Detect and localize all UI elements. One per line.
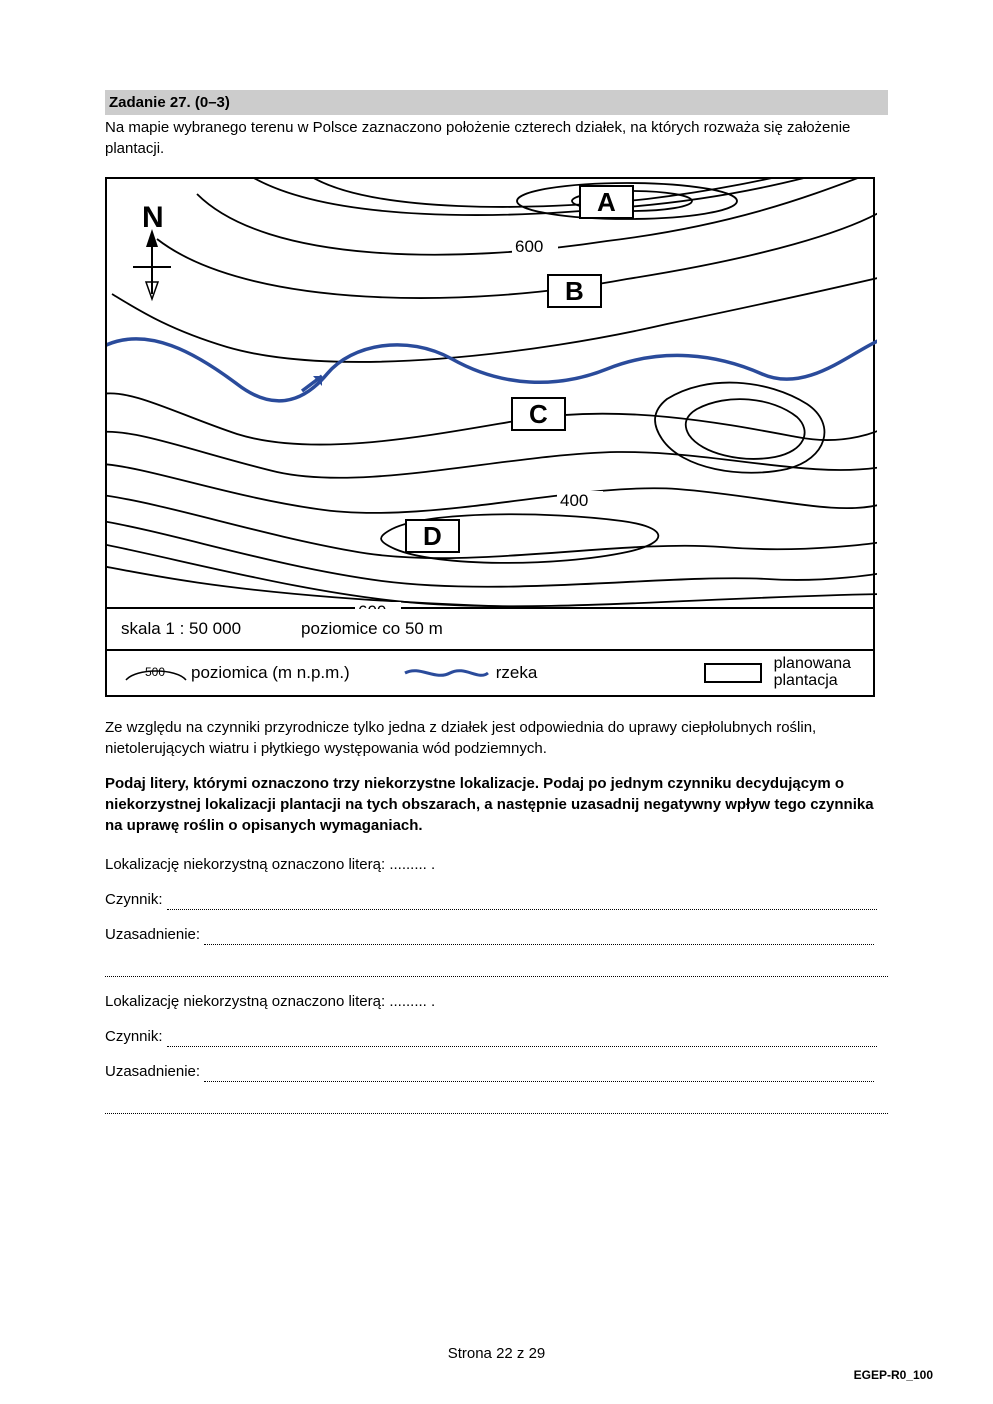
explanation-text: Ze względu na czynniki przyrodnicze tylk…: [105, 717, 888, 759]
document-id: EGEP-R0_100: [854, 1367, 933, 1384]
contour-value-600-bottom: 600: [358, 602, 386, 609]
page-footer: Strona 22 z 29: [0, 1343, 993, 1364]
river-icon: [400, 663, 490, 683]
legend-row-2: 500 poziomica (m n.p.m.) rzeka planowana…: [107, 651, 873, 695]
factor-line-2: Czynnik:: [105, 1026, 888, 1047]
justification-label-1: Uzasadnienie:: [105, 926, 204, 943]
map-container: N 600 400 600 A B C D skala 1 : 50 000 p…: [105, 177, 875, 697]
plantation-icon: [702, 658, 766, 688]
plot-b: B: [547, 274, 602, 308]
continuation-line-2: [105, 1096, 888, 1114]
task-header: Zadanie 27. (0–3): [105, 90, 888, 115]
instruction-text: Podaj litery, którymi oznaczono trzy nie…: [105, 773, 888, 836]
scale-label: skala 1 : 50 000: [121, 617, 241, 641]
legend-contour: 500 poziomica (m n.p.m.): [121, 660, 350, 686]
justification-line-2: Uzasadnienie:: [105, 1061, 888, 1082]
contour-legend-text: poziomica (m n.p.m.): [191, 661, 350, 685]
plot-a: A: [579, 185, 634, 219]
location-line-2: Lokalizację niekorzystną oznaczono liter…: [105, 991, 888, 1012]
plot-c: C: [511, 397, 566, 431]
topographic-map: N 600 400 600 A B C D: [107, 179, 873, 609]
continuation-line-1: [105, 959, 888, 977]
svg-text:500: 500: [145, 665, 165, 679]
location-line-1: Lokalizację niekorzystną oznaczono liter…: [105, 854, 888, 875]
plantation-legend-text-1: planowana: [774, 656, 851, 673]
contour-value-400: 400: [560, 491, 588, 510]
contour-interval-label: poziomice co 50 m: [301, 617, 443, 641]
factor-label-1: Czynnik:: [105, 891, 167, 908]
plantation-legend-text-2: plantacja: [774, 673, 851, 690]
justification-line-1: Uzasadnienie:: [105, 924, 888, 945]
justification-label-2: Uzasadnienie:: [105, 1063, 204, 1080]
contour-icon: 500: [121, 660, 191, 686]
legend-plantation: planowana plantacja: [702, 656, 851, 690]
factor-line-1: Czynnik:: [105, 889, 888, 910]
factor-label-2: Czynnik:: [105, 1028, 167, 1045]
river-legend-text: rzeka: [496, 661, 538, 685]
legend-river: rzeka: [400, 661, 538, 685]
plot-d: D: [405, 519, 460, 553]
intro-text: Na mapie wybranego terenu w Polsce zazna…: [105, 117, 888, 159]
legend-row-1: skala 1 : 50 000 poziomice co 50 m: [107, 609, 873, 651]
north-label: N: [142, 201, 164, 234]
contour-value-600-top: 600: [515, 237, 543, 256]
